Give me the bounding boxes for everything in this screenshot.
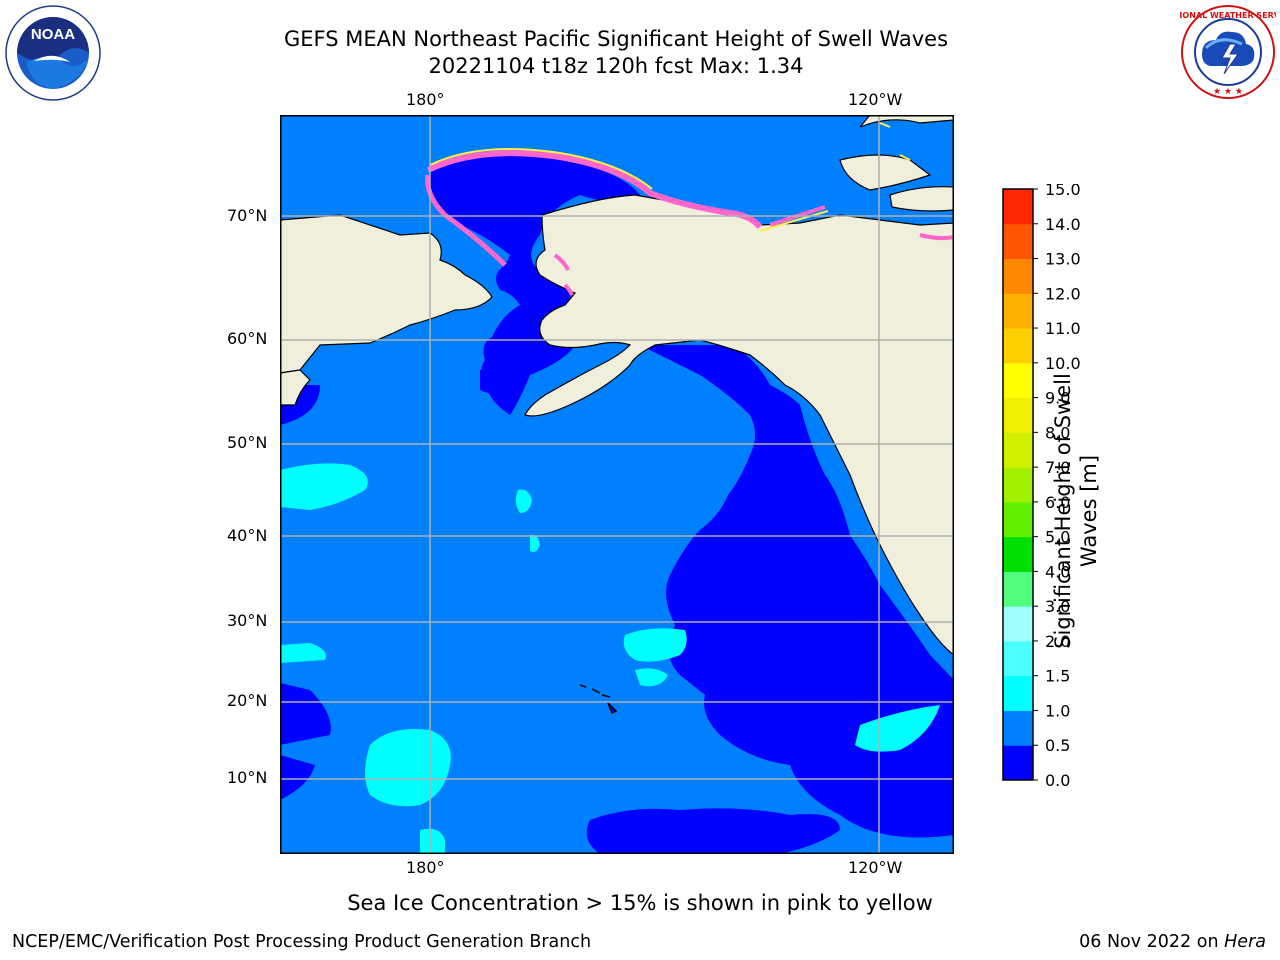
region-swell-1-1.5-a [280,463,368,510]
footer-host: Hera [1224,932,1266,952]
lon-label-top-120w: 120°W [848,90,903,109]
colorbar-tick-label: 11.0 [1045,319,1081,338]
colorbar-tick-label: 12.0 [1045,284,1081,303]
colorbar-segment [1003,328,1033,364]
lat-label-10n: 10°N [227,768,268,787]
lon-label-bottom-180: 180° [406,858,445,877]
colorbar-tick-label: 5.0 [1045,528,1070,547]
colorbar-tick-label: 15.0 [1045,184,1081,199]
colorbar-tick-label: 9.0 [1045,389,1070,408]
noaa-logo: NOAA [5,5,101,101]
colorbar-label: Significant Height of Swell Waves [m] [1050,361,1102,661]
colorbar-tick-label: 13.0 [1045,250,1081,269]
colorbar-segment [1003,189,1033,225]
colorbar-segment [1003,571,1033,607]
region-swell-1-1.5-i [420,828,445,854]
colorbar-segment [1003,710,1033,746]
colorbar-segment [1003,640,1033,677]
land-arctic-islands [839,115,954,212]
sea-ice-yellow-edge [429,122,911,232]
colorbar-segment [1003,501,1033,538]
lat-label-20n: 20°N [227,691,268,710]
region-swell-1-1.5-h [530,534,540,553]
colorbar-tick-label: 3.0 [1045,597,1070,616]
colorbar-tick-label: 6.0 [1045,493,1070,512]
lat-label-60n: 60°N [227,329,268,348]
colorbar-segment [1003,606,1033,642]
colorbar-tick-label: 14.0 [1045,215,1081,234]
colorbar-segment [1003,397,1033,433]
lon-label-top-180: 180° [406,90,445,109]
colorbar-tick-label: 2.0 [1045,632,1070,651]
colorbar-label-line2: Waves [m] [1077,454,1101,568]
map-panel [280,115,954,854]
colorbar-tick-label: 0.0 [1045,771,1070,788]
colorbar-segment [1003,745,1033,781]
colorbar-segment [1003,432,1033,468]
nws-logo: NATIONAL WEATHER SERVICE ★ ★ ★ [1180,5,1276,99]
colorbar-tick-label: 1.0 [1045,701,1070,720]
footer-branch: NCEP/EMC/Verification Post Processing Pr… [12,932,592,952]
colorbar-tick-label: 8.0 [1045,423,1070,442]
region-low-swell-gulf-alaska [640,345,954,838]
land-hawaii [579,684,618,715]
colorbar-tick-label: 10.0 [1045,354,1081,373]
colorbar-segment [1003,675,1033,711]
lat-label-40n: 40°N [227,526,268,545]
colorbar-segment [1003,536,1033,572]
sea-ice-chukchi [426,150,763,230]
map-frame [280,115,954,854]
colorbar-segment [1003,223,1033,260]
region-swell-1-1.5-f [855,705,940,752]
lat-label-30n: 30°N [227,611,268,630]
sea-ice-siberia-coast [425,174,507,267]
colorbar-segment [1003,293,1033,329]
nws-logo-text: NATIONAL WEATHER SERVICE [1180,11,1276,20]
region-swell-1-1.5-e [635,668,668,687]
region-low-swell-bering [429,153,660,416]
footer-date-text: 06 Nov 2022 on [1079,932,1219,952]
colorbar-frame [1002,188,1034,781]
region-swell-1-1.5-g [515,489,532,513]
noaa-logo-text: NOAA [31,26,75,43]
region-low-swell-west-mid [280,683,331,745]
nws-stars-icon: ★ ★ ★ [1213,87,1243,97]
chart-title: GEFS MEAN Northeast Pacific Significant … [283,27,949,51]
region-swell-1-1.5-b [280,643,326,663]
lat-label-50n: 50°N [227,433,268,452]
region-swell-1-1.5-d [623,628,687,662]
colorbar-tick-label: 4.0 [1045,562,1070,581]
land-kamchatka [280,369,311,406]
lon-label-bottom-120w: 120°W [848,858,903,877]
colorbar-tick-label: 7.0 [1045,458,1070,477]
region-low-swell-aleutian-patch [480,369,515,394]
chart-subtitle: 20221104 t18z 120h fcst Max: 1.34 [428,54,804,78]
colorbar-tick-label: 0.5 [1045,736,1070,755]
sea-ice-bering [553,253,574,296]
colorbar: 0.0 0.5 1.0 1.5 2.0 3.0 4.0 5.0 6.0 7.0 8.0 9.0 10.0… [1002,184,1081,788]
footer-date: 06 Nov 2022 on Hera [1079,932,1266,952]
graticule [280,115,954,854]
region-low-swell-south [586,808,840,854]
colorbar-tick-label: 1.5 [1045,667,1070,686]
colorbar-segment [1003,467,1033,503]
lat-label-70n: 70°N [227,206,268,225]
colorbar-label-line1: Significant Height of Swell [1051,373,1075,649]
colorbar-segment [1003,362,1033,399]
sea-ice-note: Sea Ice Concentration > 15% is shown in … [347,891,933,915]
colorbar-segment [1003,258,1033,294]
region-low-swell-west-low [280,755,315,800]
